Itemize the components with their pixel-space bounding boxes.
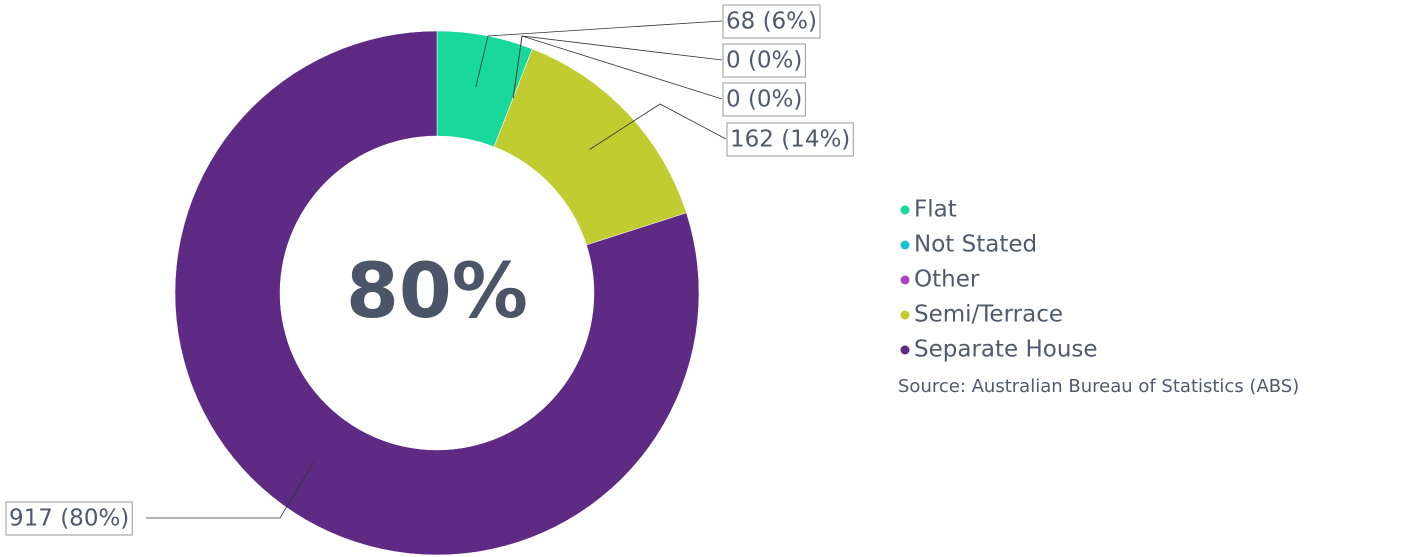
legend-marker — [900, 275, 910, 285]
label-box — [726, 122, 854, 157]
legend-marker — [900, 205, 910, 215]
center-label: 80% — [346, 246, 528, 335]
data-label: 0 (0%) — [726, 87, 802, 113]
source-note: Source: Australian Bureau of Statistics … — [898, 376, 1299, 397]
label-box — [722, 4, 821, 39]
leader-line — [475, 20, 723, 88]
legend-label: Separate House — [914, 337, 1098, 363]
legend-marker — [900, 240, 910, 250]
leader-line — [146, 462, 314, 519]
label-box — [722, 82, 806, 117]
data-label: 917 (80%) — [9, 506, 129, 532]
legend-label: Not Stated — [914, 232, 1037, 258]
label-box — [5, 501, 133, 536]
leader-line — [512, 35, 723, 100]
legend-marker — [900, 345, 910, 355]
donut-slice — [174, 30, 700, 556]
leader-line — [589, 103, 727, 150]
legend-label: Other — [914, 267, 980, 293]
data-label: 0 (0%) — [726, 48, 802, 74]
label-box — [722, 43, 806, 78]
data-label: 68 (6%) — [726, 9, 817, 35]
legend-label: Semi/Terrace — [914, 302, 1063, 328]
legend-marker — [900, 310, 910, 320]
legend-label: Flat — [914, 197, 957, 223]
data-label: 162 (14%) — [730, 127, 850, 153]
